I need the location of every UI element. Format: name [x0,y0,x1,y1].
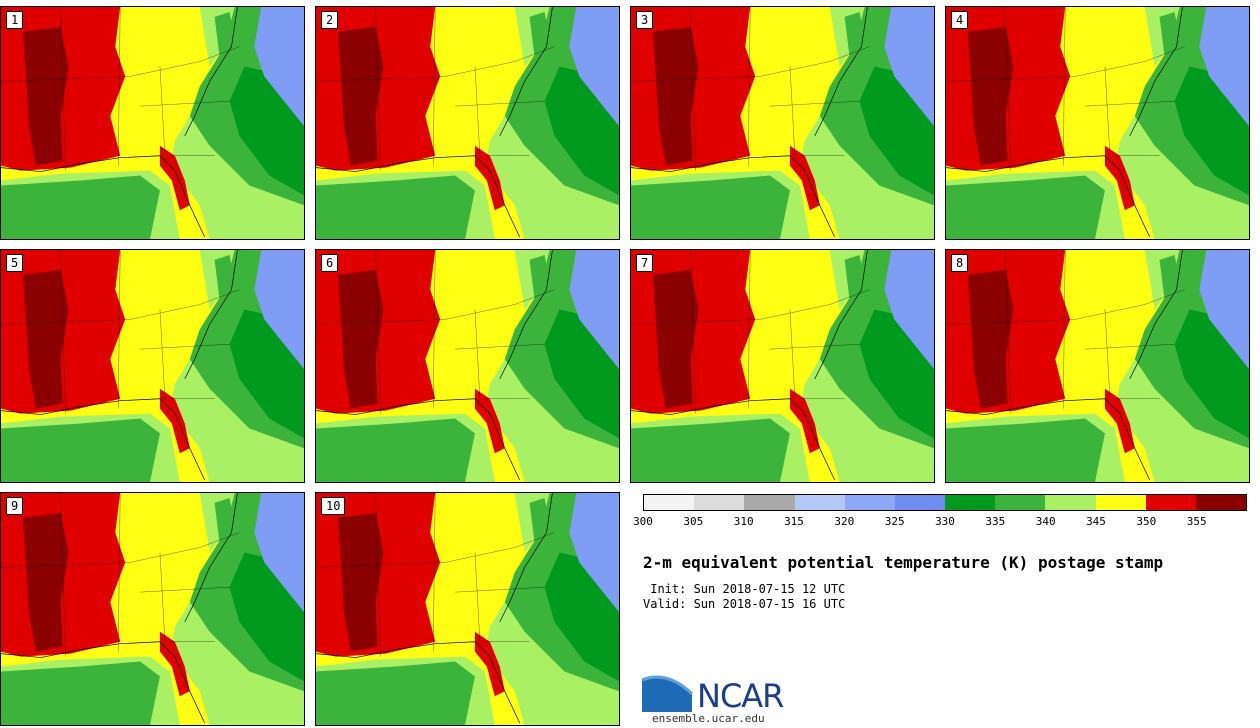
ncar-logo-icon [642,675,694,712]
map-image [631,250,934,482]
colorbar-tick-label: 325 [884,515,905,528]
member-label: 10 [321,497,346,515]
map-panel-8: 8 [945,249,1250,483]
colorbar-tick-label: 310 [733,515,754,528]
member-label: 4 [951,11,969,29]
init-time: Init: Sun 2018-07-15 12 UTC [643,582,846,596]
map-panel-2: 2 [315,6,620,240]
member-label: 1 [6,11,24,29]
colorbar-tick-label: 315 [784,515,804,528]
colorbar-tick-label: 300 [633,515,653,528]
map-image [316,7,619,239]
colorbar-swatch [844,495,895,510]
member-label: 5 [6,254,24,272]
colorbar-tick-label: 350 [1136,515,1157,528]
map-panel-6: 6 [315,249,620,483]
map-panel-1: 1 [0,6,305,240]
logo-text: NCAR [697,677,784,715]
map-image [1,493,304,725]
colorbar-swatch [744,495,795,510]
map-panel-5: 5 [0,249,305,483]
member-label: 3 [636,11,654,29]
map-panel-10: 10 [315,492,620,726]
member-label: 8 [951,254,969,272]
colorbar-swatch [694,495,745,510]
colorbar-tick-label: 320 [834,515,855,528]
colorbar-swatch [1045,495,1096,510]
colorbar-tick-label: 340 [1035,515,1056,528]
map-panel-7: 7 [630,249,935,483]
member-label: 9 [6,497,24,515]
map-image [946,7,1249,239]
logo-url: ensemble.ucar.edu [652,712,765,725]
colorbar-tick-label: 335 [985,515,1006,528]
colorbar-tick-label: 305 [683,515,704,528]
map-image [631,7,934,239]
member-label: 2 [321,11,339,29]
map-image [1,250,304,482]
colorbar [643,494,1247,511]
map-panel-9: 9 [0,492,305,726]
colorbar-swatch [1145,495,1196,510]
colorbar-swatch [1095,495,1146,510]
map-image [316,493,619,725]
colorbar-swatch [794,495,845,510]
member-label: 6 [321,254,339,272]
colorbar-swatch [945,495,996,510]
colorbar-swatch [644,495,695,510]
member-label: 7 [636,254,654,272]
map-image [946,250,1249,482]
map-panel-4: 4 [945,6,1250,240]
plot-title: 2-m equivalent potential temperature (K)… [643,553,1164,572]
valid-time: Valid: Sun 2018-07-15 16 UTC [643,597,846,611]
map-image [316,250,619,482]
colorbar-swatch [995,495,1046,510]
colorbar-tick-label: 355 [1186,515,1207,528]
colorbar-tick-label: 345 [1086,515,1106,528]
map-image [1,7,304,239]
colorbar-swatch [1195,495,1247,510]
map-panel-3: 3 [630,6,935,240]
colorbar-swatch [894,495,946,510]
colorbar-tick-label: 330 [935,515,955,528]
